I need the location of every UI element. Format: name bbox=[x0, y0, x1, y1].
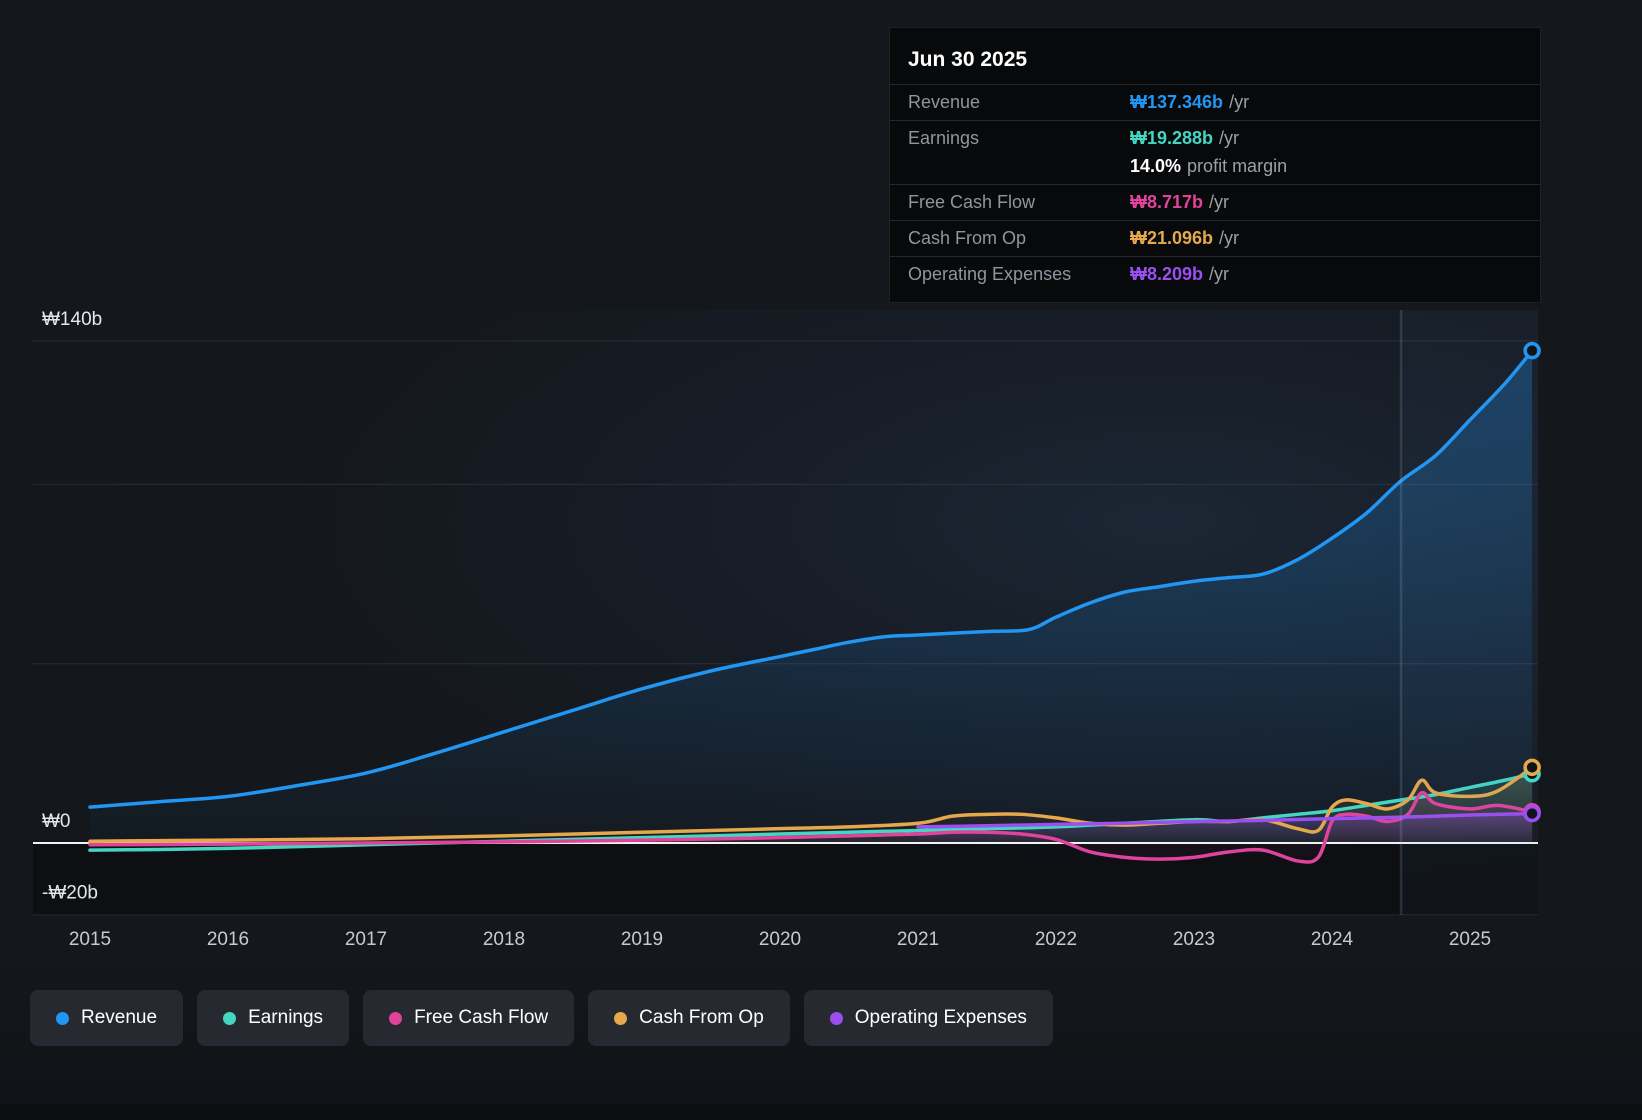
legend-label: Cash From Op bbox=[639, 1007, 764, 1028]
x-axis-label: 2020 bbox=[759, 929, 801, 950]
operating-expenses-dot-icon bbox=[829, 1011, 843, 1025]
legend-item-cash-from-op[interactable]: Cash From Op bbox=[588, 990, 790, 1046]
legend-label: Operating Expenses bbox=[854, 1007, 1027, 1028]
revenue-line bbox=[88, 348, 1534, 809]
footer-strip bbox=[0, 1104, 1642, 1120]
operating-expenses-endpoint-marker[interactable] bbox=[1523, 804, 1541, 823]
cash-from-op-endpoint-marker[interactable] bbox=[1523, 758, 1541, 777]
x-axis-label: 2021 bbox=[897, 929, 939, 950]
legend-label: Earnings bbox=[248, 1007, 324, 1028]
operating-expenses-line bbox=[916, 811, 1534, 829]
revenue-endpoint-marker[interactable] bbox=[1523, 341, 1541, 360]
revenue-area bbox=[90, 350, 1533, 843]
legend-label: Free Cash Flow bbox=[414, 1007, 549, 1028]
tooltip-row-operating-expenses: Operating Expenses ₩8.209b /yr bbox=[890, 256, 1540, 292]
tooltip-row-free-cash-flow: Free Cash Flow ₩8.717b /yr bbox=[890, 184, 1540, 220]
legend-item-free-cash-flow[interactable]: Free Cash Flow bbox=[363, 990, 575, 1046]
x-axis-label: 2024 bbox=[1311, 929, 1354, 950]
y-axis-label: -₩20b bbox=[42, 883, 98, 904]
free-cash-flow-area bbox=[90, 792, 1533, 863]
revenue-dot-icon bbox=[56, 1011, 69, 1025]
legend-item-revenue[interactable]: Revenue bbox=[30, 990, 184, 1046]
tooltip-date: Jun 30 2025 bbox=[908, 48, 1028, 71]
x-axis-label: 2018 bbox=[483, 929, 525, 950]
forecast-region bbox=[1401, 310, 1538, 915]
y-axis-label: ₩0 bbox=[42, 811, 71, 832]
cash-from-op-dot-icon bbox=[614, 1011, 628, 1025]
legend-item-earnings[interactable]: Earnings bbox=[197, 990, 350, 1046]
chart-legend: Revenue Earnings Free Cash Flow Cash Fro… bbox=[30, 990, 1053, 1046]
tooltip-row-revenue: Revenue ₩137.346b /yr bbox=[890, 84, 1540, 120]
x-axis-label: 2017 bbox=[345, 929, 387, 950]
free-cash-flow-dot-icon bbox=[389, 1011, 403, 1025]
cash-from-op-line bbox=[88, 765, 1534, 843]
x-axis-label: 2023 bbox=[1173, 929, 1215, 950]
x-axis-label: 2015 bbox=[69, 929, 111, 950]
data-tooltip-card: Jun 30 2025 Revenue ₩137.346b /yr Earnin… bbox=[890, 28, 1540, 302]
tooltip-row-cash-from-op: Cash From Op ₩21.096b /yr bbox=[890, 220, 1540, 256]
legend-item-operating-expenses[interactable]: Operating Expenses bbox=[803, 990, 1053, 1046]
x-axis-label: 2025 bbox=[1449, 929, 1491, 950]
x-axis-label: 2016 bbox=[207, 929, 249, 950]
legend-label: Revenue bbox=[81, 1007, 158, 1028]
x-axis-label: 2019 bbox=[621, 929, 663, 950]
tooltip-row-profit-margin: 14.0% profit margin bbox=[1130, 156, 1288, 176]
earnings-dot-icon bbox=[223, 1011, 237, 1025]
y-axis-label: ₩140b bbox=[42, 309, 102, 330]
x-axis-label: 2022 bbox=[1035, 929, 1077, 950]
tooltip-row-earnings: Earnings ₩19.288b /yr bbox=[890, 120, 1540, 156]
